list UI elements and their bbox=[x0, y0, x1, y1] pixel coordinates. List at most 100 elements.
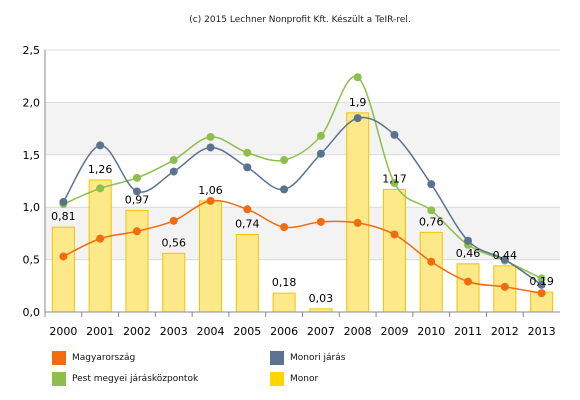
bar bbox=[162, 252, 186, 313]
bar-value-label: 1,26 bbox=[88, 163, 113, 176]
series-line bbox=[63, 75, 542, 280]
series-point bbox=[500, 282, 509, 291]
x-tick-label: 2007 bbox=[307, 325, 335, 338]
bar bbox=[346, 112, 370, 313]
legend-item-pest-megyei[interactable]: Pest megyei járásközpontok bbox=[52, 372, 198, 386]
bar bbox=[235, 233, 259, 313]
legend-label: Monori járás bbox=[290, 353, 346, 363]
series-point bbox=[353, 114, 362, 123]
series-point bbox=[427, 257, 436, 266]
series-point bbox=[280, 185, 289, 194]
x-tick-label: 2004 bbox=[197, 325, 225, 338]
bar bbox=[88, 179, 112, 313]
y-tick-label: 1,0 bbox=[23, 201, 41, 214]
y-tick-label: 1,5 bbox=[23, 149, 41, 162]
series-point bbox=[316, 217, 325, 226]
series-point bbox=[353, 218, 362, 227]
bar-value-label: 0,76 bbox=[419, 215, 444, 228]
x-tick-label: 2003 bbox=[160, 325, 188, 338]
bar-value-label: 0,46 bbox=[456, 247, 481, 260]
x-tick-label: 2001 bbox=[86, 325, 114, 338]
bar bbox=[382, 188, 406, 313]
x-tick-label: 2012 bbox=[491, 325, 519, 338]
series-point bbox=[537, 274, 546, 283]
series-point bbox=[464, 277, 473, 286]
series-point bbox=[59, 197, 68, 206]
grid bbox=[45, 49, 560, 313]
series-point bbox=[169, 156, 178, 165]
series-point bbox=[316, 131, 325, 140]
series-point bbox=[243, 205, 252, 214]
legend-item-monor[interactable]: Monor bbox=[270, 372, 318, 386]
bar bbox=[456, 263, 480, 313]
series-point bbox=[206, 143, 215, 152]
series-point bbox=[169, 167, 178, 176]
series-point bbox=[96, 184, 105, 193]
series-point bbox=[280, 156, 289, 165]
bar-value-label: 0,56 bbox=[162, 236, 187, 249]
x-tick-label: 2009 bbox=[380, 325, 408, 338]
series-point bbox=[390, 179, 399, 188]
x-tick-label: 2000 bbox=[49, 325, 77, 338]
legend-swatch bbox=[270, 372, 284, 386]
credit-text: (c) 2015 Lechner Nonprofit Kft. Készült … bbox=[189, 14, 410, 25]
x-tick-label: 2011 bbox=[454, 325, 482, 338]
bar bbox=[51, 226, 75, 313]
y-tick-label: 0,5 bbox=[23, 254, 41, 267]
series-point bbox=[132, 173, 141, 182]
legend-label: Pest megyei járásközpontok bbox=[72, 374, 199, 384]
series-point bbox=[464, 236, 473, 245]
legend-item-magyarorszag[interactable]: Magyarország bbox=[52, 351, 135, 365]
series-point bbox=[243, 163, 252, 172]
bar bbox=[199, 200, 223, 313]
bar bbox=[419, 231, 443, 313]
line-series bbox=[59, 73, 546, 298]
bar-value-label: 1,9 bbox=[349, 96, 367, 109]
x-tick-label: 2010 bbox=[417, 325, 445, 338]
bar-value-label: 0,18 bbox=[272, 276, 297, 289]
x-tick-label: 2008 bbox=[344, 325, 372, 338]
data-labels: 0,81 1,26 0,97 0,56 1,06 0,74 0,18 0,03 1,9 1,17 0… bbox=[51, 96, 554, 305]
legend-swatch bbox=[52, 351, 66, 365]
y-tick-label: 0,0 bbox=[23, 306, 41, 319]
bar-value-label: 1,06 bbox=[198, 184, 223, 197]
series-point bbox=[280, 223, 289, 232]
series-point bbox=[243, 148, 252, 157]
series-point bbox=[96, 234, 105, 243]
series-point bbox=[427, 180, 436, 189]
series-point bbox=[390, 230, 399, 239]
series-point bbox=[96, 141, 105, 150]
x-tick-label: 2005 bbox=[233, 325, 261, 338]
bar-value-label: 0,74 bbox=[235, 217, 260, 230]
axes: 0,0 0,5 1,0 1,5 2,0 2,5 2000 2001 2002 2003 2004 20… bbox=[23, 44, 560, 338]
y-tick-label: 2,5 bbox=[23, 44, 41, 57]
series-point bbox=[132, 187, 141, 196]
bar bbox=[125, 209, 149, 313]
series-point bbox=[59, 252, 68, 261]
series-point bbox=[169, 216, 178, 225]
legend-label: Magyarország bbox=[72, 353, 136, 363]
x-tick-label: 2002 bbox=[123, 325, 151, 338]
series-point bbox=[390, 130, 399, 139]
series-point bbox=[132, 227, 141, 236]
legend-label: Monor bbox=[290, 374, 319, 384]
series-point bbox=[316, 149, 325, 158]
bar-series bbox=[51, 112, 554, 313]
series-point bbox=[537, 289, 546, 298]
bar-value-label: 0,19 bbox=[529, 275, 554, 288]
bar-value-label: 0,97 bbox=[125, 193, 150, 206]
series-point bbox=[206, 132, 215, 141]
legend-swatch bbox=[270, 351, 284, 365]
bar-value-label: 1,17 bbox=[382, 172, 407, 185]
x-tick-label: 2013 bbox=[528, 325, 556, 338]
series-point bbox=[537, 280, 546, 289]
y-tick-label: 2,0 bbox=[23, 96, 41, 109]
series-point bbox=[206, 196, 215, 205]
bar bbox=[272, 292, 296, 313]
series-point bbox=[353, 73, 362, 82]
legend-item-monori-jaras[interactable]: Monori járás bbox=[270, 351, 345, 365]
bar-value-label: 0,03 bbox=[309, 292, 334, 305]
x-tick-label: 2006 bbox=[270, 325, 298, 338]
legend-swatch bbox=[52, 372, 66, 386]
